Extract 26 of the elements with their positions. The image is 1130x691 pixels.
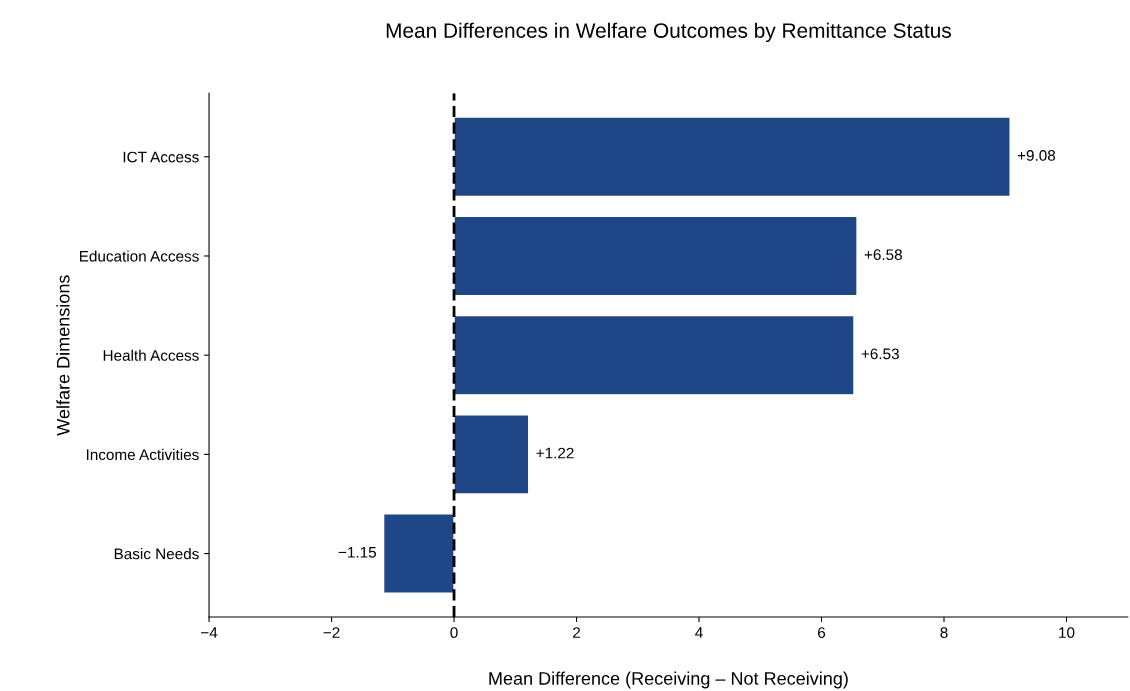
x-tick-label: −2 bbox=[323, 627, 340, 638]
bar bbox=[453, 314, 855, 396]
x-tick-label: 8 bbox=[940, 627, 948, 639]
x-tick-label: 2 bbox=[573, 627, 581, 638]
y-tick-label: Education Access bbox=[79, 250, 199, 262]
x-tick-label: 6 bbox=[818, 627, 826, 639]
chart-title: Mean Differences in Welfare Outcomes by Remittance Status bbox=[386, 22, 951, 43]
x-tick-label: 0 bbox=[450, 627, 458, 639]
data-label: −1.15 bbox=[338, 547, 377, 558]
y-tick-label: ICT Access bbox=[123, 151, 199, 163]
data-label: +6.53 bbox=[861, 348, 899, 360]
bar bbox=[453, 413, 530, 495]
x-axis-title: Mean Difference (Receiving – Not Receiving) bbox=[489, 671, 848, 689]
y-tick-label: Basic Needs bbox=[114, 548, 199, 560]
bar bbox=[382, 513, 455, 594]
data-label: +6.58 bbox=[864, 249, 902, 261]
x-tick-label: 4 bbox=[695, 627, 703, 638]
y-tick-label: Income Activities bbox=[86, 448, 199, 461]
y-axis-title: Welfare Dimensions bbox=[56, 275, 70, 436]
x-tick-label: −4 bbox=[201, 627, 218, 638]
bar bbox=[453, 215, 858, 297]
bar bbox=[453, 116, 1011, 198]
data-label: +1.22 bbox=[536, 447, 574, 459]
x-tick-label: 10 bbox=[1059, 627, 1075, 639]
data-label: +9.08 bbox=[1017, 150, 1056, 161]
y-tick-label: Health Access bbox=[103, 349, 199, 361]
